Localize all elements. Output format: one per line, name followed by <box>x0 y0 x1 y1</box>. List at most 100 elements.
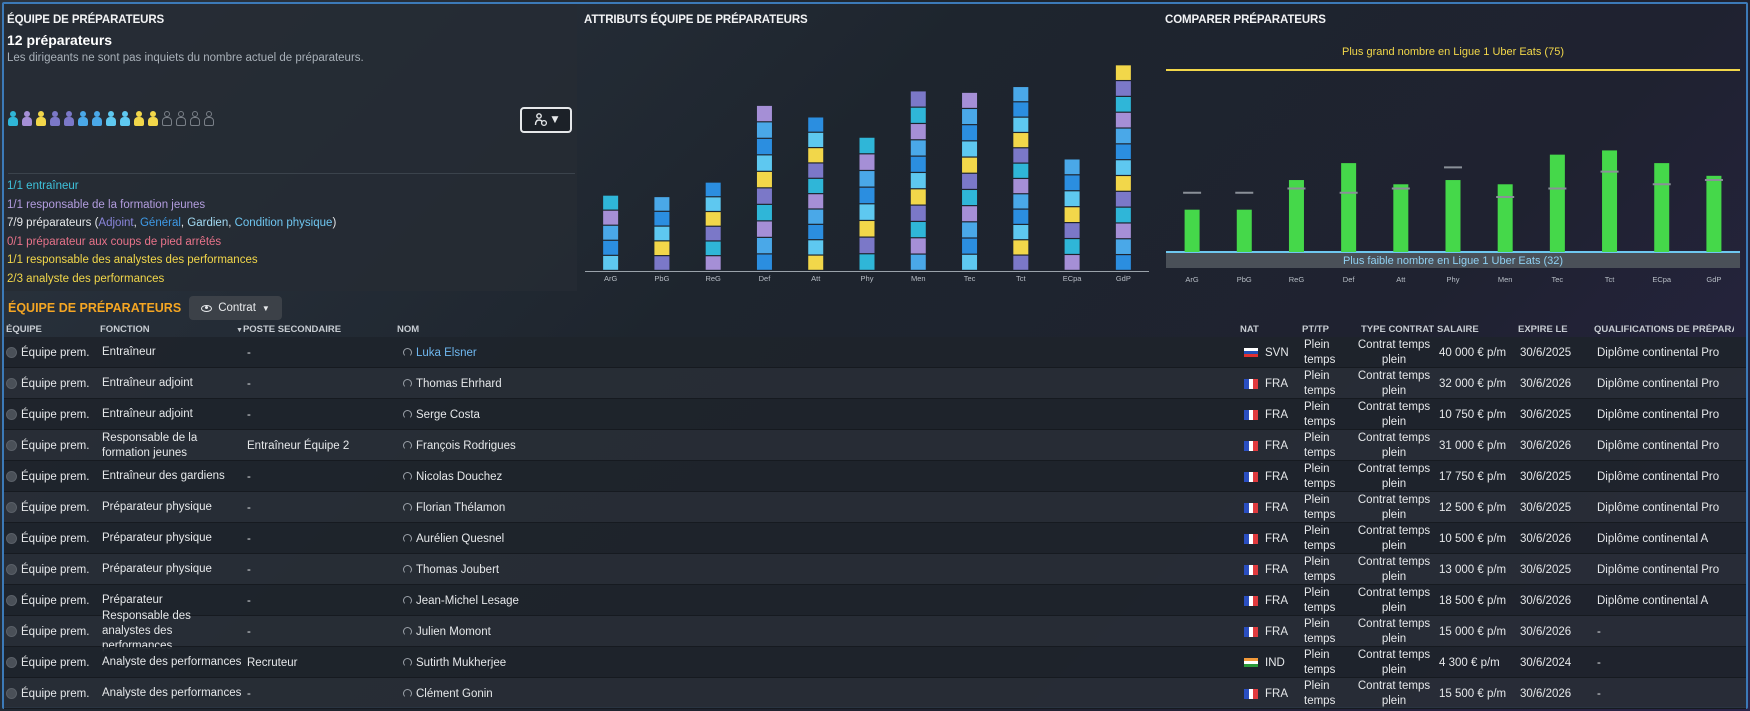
col-poste[interactable]: ▼POSTE SECONDAIRE <box>236 324 342 335</box>
staff-name-link[interactable]: Jean-Michel Lesage <box>416 594 519 607</box>
bar-segment <box>654 241 670 256</box>
table-row[interactable]: Équipe prem. Entraîneur des gardiens - Nico… <box>4 461 1746 492</box>
role-link-adjoint[interactable]: Adjoint <box>98 217 134 230</box>
cell-expire: 30/6/2026 <box>1520 594 1572 607</box>
sort-desc-icon: ▼ <box>236 327 243 334</box>
staff-name-link[interactable]: Julien Momont <box>416 625 491 638</box>
bar-segment <box>756 171 772 188</box>
cell-pttp: Plein temps <box>1304 493 1336 521</box>
staff-description: Les dirigeants ne sont pas inquiets du n… <box>7 52 364 64</box>
table-row[interactable]: Équipe prem. Entraîneur adjoint - Thomas Eh… <box>4 368 1746 399</box>
team-status-icon <box>6 564 17 575</box>
bar-segment <box>962 222 978 238</box>
bar-segment <box>1064 159 1080 175</box>
table-row[interactable]: Équipe prem. Entraîneur - Luka Elsner SVN Ple… <box>4 337 1746 368</box>
person-icon <box>162 111 172 126</box>
cell-fonction: Entraîneur adjoint <box>102 377 193 389</box>
staff-name-link[interactable]: Clément Gonin <box>416 687 493 700</box>
staff-name-link[interactable]: Thomas Joubert <box>416 563 500 576</box>
role-link-general[interactable]: Général <box>139 217 181 230</box>
cell-nom[interactable]: François Rodrigues <box>402 430 516 461</box>
bar-segment <box>1064 255 1080 270</box>
cell-expire: 30/6/2025 <box>1520 501 1572 514</box>
cell-nom[interactable]: Clément Gonin <box>402 678 493 709</box>
table-column-headers: ÉQUIPE FONCTION ▼POSTE SECONDAIRE NOM NA… <box>0 323 1750 337</box>
role-link-gardien[interactable]: Gardien <box>187 217 229 230</box>
col-expire[interactable]: EXPIRE LE <box>1518 324 1568 335</box>
flag-icon <box>1244 688 1259 699</box>
role-link-condition[interactable]: Condition physique <box>234 217 333 230</box>
cell-pttp: Plein temps <box>1304 369 1336 397</box>
cell-nom[interactable]: Thomas Joubert <box>402 554 499 585</box>
table-row[interactable]: Équipe prem. Préparateur - Jean-Michel Lesa… <box>4 585 1746 616</box>
staff-name-link[interactable]: Thomas Ehrhard <box>416 377 502 390</box>
bar-segment <box>603 225 619 240</box>
bar-segment <box>756 237 772 254</box>
staff-name-link[interactable]: Luka Elsner <box>416 346 477 359</box>
cell-nom[interactable]: Jean-Michel Lesage <box>402 585 519 616</box>
bar-segment <box>962 157 978 173</box>
bar-segment <box>603 210 619 225</box>
col-type[interactable]: TYPE CONTRAT <box>1361 324 1435 335</box>
col-equipe[interactable]: ÉQUIPE <box>6 324 42 335</box>
cell-salaire: 17 750 € p/m <box>1439 470 1507 483</box>
table-row[interactable]: Équipe prem. Préparateur physique - Florian… <box>4 492 1746 523</box>
col-qualif[interactable]: QUALIFICATIONS DE PRÉPARAT... <box>1594 324 1734 335</box>
col-nom[interactable]: NOM <box>397 324 420 335</box>
bar-segment <box>962 173 978 189</box>
table-row[interactable]: Équipe prem. Responsable de la formation … <box>4 430 1746 461</box>
table-row[interactable]: Équipe prem. Analyste des performances - Cl… <box>4 678 1746 709</box>
team-status-icon <box>6 688 17 699</box>
table-row[interactable]: Équipe prem. Préparateur physique - Aurélie… <box>4 523 1746 554</box>
staff-name-link[interactable]: Sutirth Mukherjee <box>416 656 507 669</box>
cell-type: Contrat temps plein <box>1357 400 1431 428</box>
cell-nom[interactable]: Sutirth Mukherjee <box>402 647 506 678</box>
staff-name-link[interactable]: Serge Costa <box>416 408 480 421</box>
col-salaire[interactable]: SALAIRE <box>1437 324 1479 335</box>
cell-nom[interactable]: Julien Momont <box>402 616 491 647</box>
cell-nom[interactable]: Luka Elsner <box>402 337 477 368</box>
cell-nom[interactable]: Nicolas Douchez <box>402 461 502 492</box>
col-fonction[interactable]: FONCTION <box>100 324 150 335</box>
cell-nat: FRA <box>1244 616 1288 647</box>
cell-poste: - <box>247 377 251 390</box>
cell-expire: 30/6/2024 <box>1520 656 1572 669</box>
comparison-bar <box>1602 150 1618 252</box>
x-tick-label: Def <box>759 274 772 283</box>
bar-segment <box>756 105 772 122</box>
table-row[interactable]: Équipe prem. Préparateur physique - Thomas … <box>4 554 1746 585</box>
col-pttp[interactable]: PT/TP <box>1302 324 1329 335</box>
cell-pttp: Plein temps <box>1304 679 1336 707</box>
table-row[interactable]: Équipe prem. Responsable des analystes de… <box>4 610 1746 652</box>
cell-salaire: 32 000 € p/m <box>1439 377 1507 390</box>
cell-nom[interactable]: Thomas Ehrhard <box>402 368 502 399</box>
cell-equipe: Équipe prem. <box>6 585 89 616</box>
cell-nom[interactable]: Aurélien Quesnel <box>402 523 504 554</box>
view-contract-button[interactable]: Contrat ▼ <box>189 296 282 320</box>
x-tick-label: ReG <box>1289 275 1305 284</box>
cell-poste: - <box>247 408 251 421</box>
person-icon <box>22 111 32 126</box>
table-row[interactable]: Équipe prem. Entraîneur adjoint - Serge Cos… <box>4 399 1746 430</box>
col-nat[interactable]: NAT <box>1240 324 1259 335</box>
bar-segment <box>1013 102 1029 117</box>
cell-type: Contrat temps plein <box>1357 369 1431 397</box>
cell-nat: SVN <box>1244 337 1289 368</box>
cell-nom[interactable]: Florian Thélamon <box>402 492 505 523</box>
staff-member-icon <box>402 378 412 389</box>
bar-segment <box>1013 117 1029 132</box>
cell-pttp: Plein temps <box>1304 338 1336 366</box>
staff-filter-button[interactable]: ▼ <box>520 107 572 133</box>
staff-name-link[interactable]: François Rodrigues <box>416 439 516 452</box>
x-tick-label: ECpa <box>1652 275 1672 284</box>
comparison-bar <box>1706 175 1722 252</box>
staff-name-link[interactable]: Nicolas Douchez <box>416 470 503 483</box>
staff-name-link[interactable]: Florian Thélamon <box>416 501 506 514</box>
table-row[interactable]: Équipe prem. Analyste des performances Rec… <box>4 647 1746 678</box>
staff-summary-panel: ÉQUIPE DE PRÉPARATEURS 12 préparateurs L… <box>4 4 577 291</box>
role-line-coaches: 7/9 préparateurs (Adjoint, Général, Gard… <box>7 217 337 230</box>
cell-equipe: Équipe prem. <box>6 368 89 399</box>
role-line-setpiece: 0/1 préparateur aux coups de pied arrêté… <box>7 235 222 248</box>
cell-nom[interactable]: Serge Costa <box>402 399 480 430</box>
staff-name-link[interactable]: Aurélien Quesnel <box>416 532 505 545</box>
